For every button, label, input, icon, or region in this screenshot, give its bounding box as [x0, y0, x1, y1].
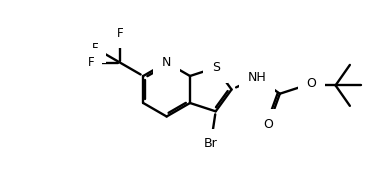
Text: O: O [306, 77, 316, 90]
Text: F: F [91, 42, 98, 54]
Text: S: S [212, 61, 220, 74]
Text: Br: Br [204, 137, 218, 151]
Text: F: F [88, 56, 94, 69]
Text: N: N [162, 56, 171, 69]
Text: F: F [117, 27, 123, 40]
Text: NH: NH [248, 71, 266, 84]
Text: O: O [264, 118, 273, 131]
